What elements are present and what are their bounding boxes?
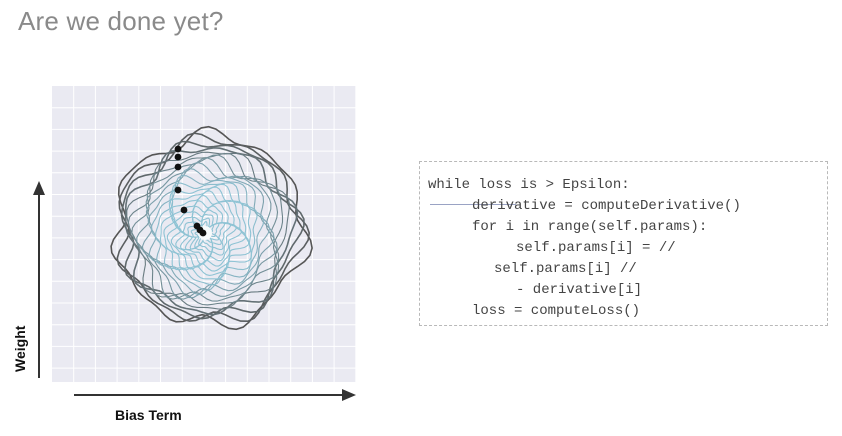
loss-contours bbox=[110, 125, 313, 331]
code-line: loss = computeLoss() bbox=[428, 301, 741, 322]
descent-point bbox=[174, 186, 182, 194]
contour-line bbox=[170, 194, 247, 268]
contour-line bbox=[136, 157, 278, 300]
code-text: while loss is > Epsilon: bbox=[428, 177, 630, 193]
descent-point bbox=[180, 206, 188, 214]
code-line: for i in range(self.params): bbox=[428, 217, 741, 238]
contour-line bbox=[120, 140, 305, 320]
descent-point bbox=[174, 145, 182, 153]
y-axis-arrowhead bbox=[33, 181, 45, 195]
code-text: loss = computeLoss() bbox=[472, 303, 641, 319]
descent-point bbox=[174, 163, 182, 171]
code-text: for i in range(self.params): bbox=[472, 219, 708, 235]
contour-line bbox=[126, 151, 290, 310]
x-axis-label: Bias Term bbox=[115, 407, 182, 423]
code-line: self.params[i] = // bbox=[428, 238, 741, 259]
contour-line bbox=[182, 209, 232, 258]
contour-line bbox=[190, 217, 220, 249]
code-text: - derivative[i] bbox=[516, 282, 643, 298]
contour-line bbox=[155, 182, 258, 286]
contour-line bbox=[124, 146, 299, 316]
code-line: derivative = computeDerivative() bbox=[428, 196, 741, 217]
code-text: self.params[i] = // bbox=[516, 240, 676, 256]
descent-path-points bbox=[174, 145, 207, 237]
contour-line bbox=[163, 186, 252, 276]
code-line: while loss is > Epsilon: bbox=[428, 175, 741, 196]
contour-line bbox=[141, 161, 275, 299]
pseudocode-box: while loss is > Epsilon: derivative = com… bbox=[419, 161, 828, 326]
annotation-line bbox=[430, 204, 516, 205]
descent-point bbox=[199, 229, 207, 237]
contour-line bbox=[110, 125, 313, 331]
contour-line bbox=[150, 174, 265, 291]
contour-line bbox=[147, 167, 271, 296]
code-line: - derivative[i] bbox=[428, 280, 741, 301]
slide-title: Are we done yet? bbox=[18, 6, 224, 36]
pseudocode-lines: while loss is > Epsilon: derivative = com… bbox=[428, 175, 741, 322]
code-line: self.params[i] // bbox=[428, 259, 741, 280]
code-text: self.params[i] // bbox=[494, 261, 637, 277]
descent-point bbox=[174, 153, 182, 161]
contour-line bbox=[166, 190, 250, 272]
contour-line bbox=[174, 200, 242, 265]
x-axis-arrowhead bbox=[342, 389, 356, 401]
y-axis-label: Weight bbox=[12, 325, 28, 372]
code-text: derivative = computeDerivative() bbox=[472, 198, 741, 214]
